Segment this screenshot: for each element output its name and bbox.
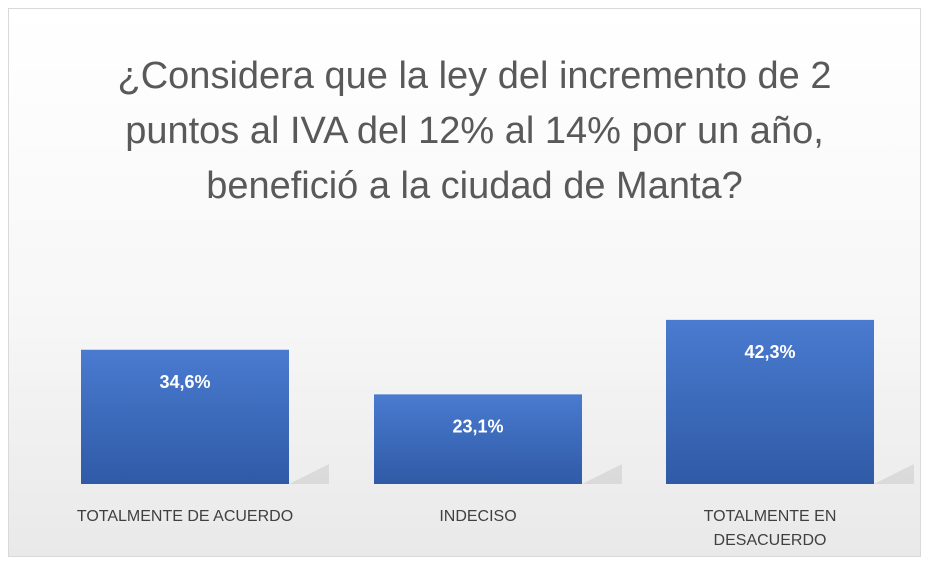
- bar-shadow: [289, 464, 329, 484]
- chart-title: ¿Considera que la ley del incremento de …: [117, 55, 832, 207]
- bar-shadow: [582, 464, 622, 484]
- chart: 34,6% 23,1% 42,3%: [81, 319, 914, 484]
- bar: [374, 394, 582, 484]
- x-tick-label: INDECISO: [439, 508, 517, 525]
- bar-shadow: [874, 464, 914, 484]
- x-tick-label: TOTALMENTE EN DESACUERDO: [703, 508, 837, 549]
- data-label: 42,3%: [744, 342, 795, 362]
- bar: [81, 349, 289, 484]
- x-tick-label: TOTALMENTE DE ACUERDO: [76, 508, 294, 525]
- chart-frame: ¿Considera que la ley del incremento de …: [8, 8, 921, 557]
- data-label: 34,6%: [159, 372, 210, 392]
- bar: [666, 319, 874, 484]
- data-label: 23,1%: [452, 416, 503, 436]
